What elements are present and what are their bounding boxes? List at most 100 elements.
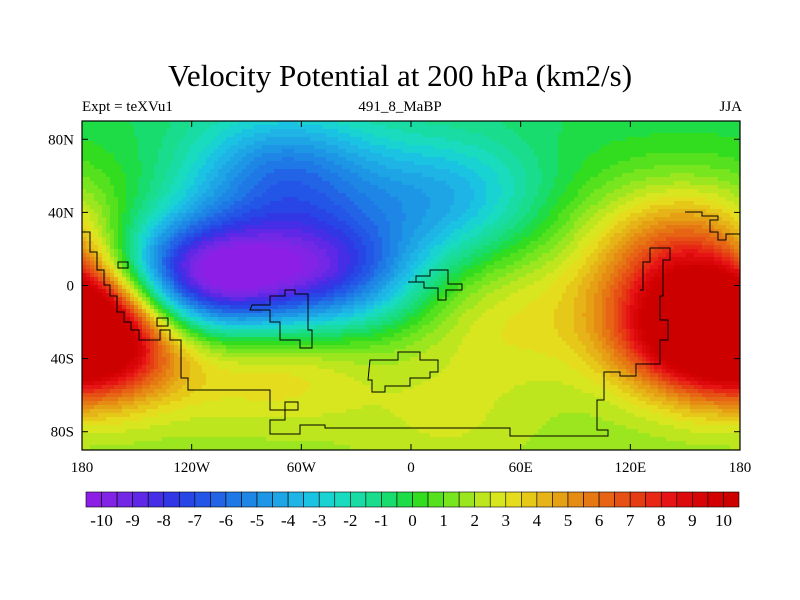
field-cell <box>378 189 383 194</box>
field-cell <box>614 121 619 126</box>
field-cell <box>134 221 139 226</box>
field-cell <box>174 161 179 166</box>
field-cell <box>150 137 155 142</box>
field-cell <box>158 197 163 202</box>
field-cell <box>162 161 167 166</box>
field-cell <box>654 169 659 174</box>
field-cell <box>678 201 683 206</box>
field-cell <box>126 149 131 154</box>
field-cell <box>738 189 740 194</box>
field-cell <box>142 177 147 182</box>
field-cell <box>114 217 119 222</box>
field-cell <box>738 133 740 138</box>
field-cell <box>90 221 95 226</box>
field-cell <box>182 181 187 186</box>
field-cell <box>698 125 703 130</box>
field-cell <box>690 225 695 230</box>
field-cell <box>574 137 579 142</box>
field-cell <box>470 133 475 138</box>
field-cell <box>466 217 471 222</box>
field-cell <box>318 133 323 138</box>
field-cell <box>658 145 663 150</box>
field-cell <box>410 125 415 130</box>
field-cell <box>290 161 295 166</box>
field-cell <box>422 153 427 158</box>
field-cell <box>466 173 471 178</box>
field-cell <box>278 177 283 182</box>
field-cell <box>562 133 567 138</box>
field-cell <box>234 189 239 194</box>
field-cell <box>390 125 395 130</box>
field-cell <box>290 185 295 190</box>
field-cell <box>674 189 679 194</box>
field-cell <box>282 145 287 150</box>
field-cell <box>86 241 91 246</box>
field-cell <box>82 149 87 154</box>
field-cell <box>474 237 479 242</box>
field-cell <box>226 177 231 182</box>
field-cell <box>658 197 663 202</box>
field-cell <box>126 217 131 222</box>
field-cell <box>342 205 347 210</box>
field-cell <box>698 149 703 154</box>
field-cell <box>314 185 319 190</box>
field-cell <box>718 209 723 214</box>
field-cell <box>422 197 427 202</box>
field-cell <box>534 197 539 202</box>
field-cell <box>306 121 311 126</box>
field-cell <box>634 121 639 126</box>
field-cell <box>150 233 155 238</box>
field-cell <box>158 189 163 194</box>
field-cell <box>370 209 375 214</box>
field-cell <box>286 137 291 142</box>
field-cell <box>250 153 255 158</box>
field-cell <box>638 121 643 126</box>
field-cell <box>258 197 263 202</box>
field-cell <box>310 161 315 166</box>
field-cell <box>470 233 475 238</box>
field-cell <box>362 193 367 198</box>
field-cell <box>466 165 471 170</box>
field-cell <box>222 241 227 246</box>
field-cell <box>618 153 623 158</box>
field-cell <box>602 157 607 162</box>
field-cell <box>546 193 551 198</box>
field-cell <box>210 241 215 246</box>
field-cell <box>234 161 239 166</box>
field-cell <box>510 137 515 142</box>
field-cell <box>366 129 371 134</box>
field-cell <box>522 165 527 170</box>
field-cell <box>726 181 731 186</box>
field-cell <box>454 185 459 190</box>
field-cell <box>298 189 303 194</box>
field-cell <box>370 125 375 130</box>
field-cell <box>718 193 723 198</box>
field-cell <box>206 153 211 158</box>
field-cell <box>230 137 235 142</box>
field-cell <box>262 133 267 138</box>
field-cell <box>282 137 287 142</box>
field-cell <box>198 213 203 218</box>
field-cell <box>394 149 399 154</box>
field-cell <box>414 157 419 162</box>
field-cell <box>698 145 703 150</box>
field-cell <box>94 209 99 214</box>
field-cell <box>730 121 735 126</box>
field-cell <box>694 121 699 126</box>
field-cell <box>686 233 691 238</box>
field-cell <box>574 233 579 238</box>
field-cell <box>538 137 543 142</box>
field-cell <box>594 165 599 170</box>
field-cell <box>486 133 491 138</box>
field-cell <box>310 157 315 162</box>
field-cell <box>226 205 231 210</box>
field-cell <box>498 205 503 210</box>
field-cell <box>582 225 587 230</box>
field-cell <box>322 121 327 126</box>
field-cell <box>590 225 595 230</box>
field-cell <box>678 177 683 182</box>
field-cell <box>430 229 435 234</box>
field-cell <box>698 193 703 198</box>
field-cell <box>594 221 599 226</box>
field-cell <box>410 121 415 126</box>
